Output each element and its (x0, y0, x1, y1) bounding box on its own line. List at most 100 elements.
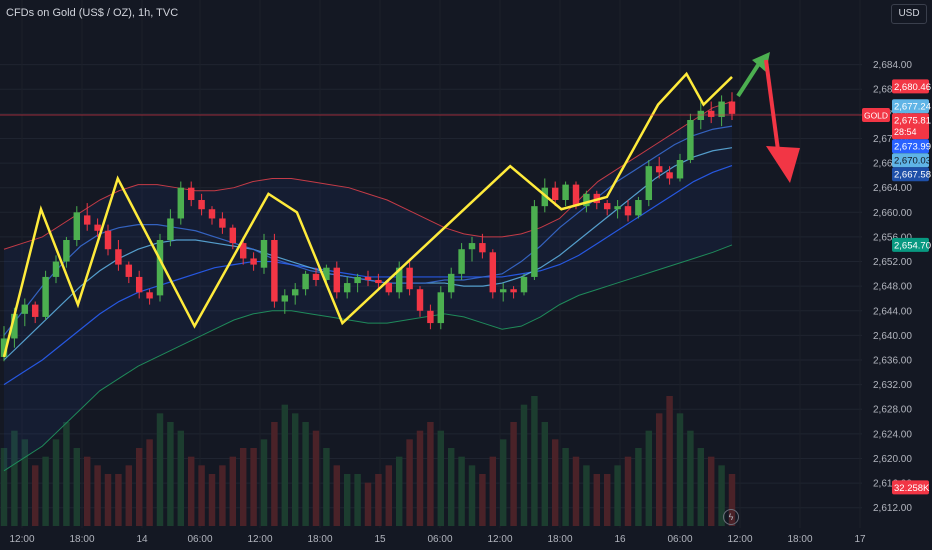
candle-body (354, 276, 361, 284)
volume-bar (437, 430, 445, 526)
volume-bar (375, 474, 382, 526)
candle-body (458, 249, 465, 274)
volume-bar (697, 448, 705, 526)
volume-bar (250, 448, 257, 526)
price-tick-label: 2,644.00 (873, 306, 912, 317)
candle-body (250, 258, 257, 265)
volume-bar (655, 413, 663, 526)
volume-bar (728, 474, 736, 526)
price-tick-label: 2,660.00 (873, 208, 912, 219)
zigzag-line (2, 71, 733, 358)
price-tag-bg (892, 79, 929, 94)
volume-bar (63, 422, 70, 526)
candle-body (0, 338, 8, 357)
volume-bar (541, 422, 549, 526)
volume-bar (395, 456, 403, 526)
candle-body (42, 276, 49, 317)
volume-bar (479, 474, 486, 526)
volume-bar (260, 439, 268, 526)
time-tick-label: 06:00 (187, 534, 212, 545)
volume-bar (406, 439, 413, 526)
time-tick-label: 16 (614, 534, 626, 545)
volume-bar (343, 474, 351, 526)
volume-bar (156, 413, 164, 526)
time-tick-label: 12:00 (247, 534, 272, 545)
candle-body (31, 304, 39, 317)
volume-bar (52, 439, 60, 526)
symbol-tag-bg (862, 108, 890, 123)
volume-bar (624, 456, 632, 526)
candle-body (219, 218, 226, 228)
volume-bar (229, 456, 237, 526)
price-tick-label: 2,684.00 (873, 60, 912, 71)
volume-bar (531, 396, 538, 526)
candle-body (551, 187, 559, 200)
volume-bar (354, 474, 361, 526)
candle-body (510, 289, 517, 293)
candle-body (479, 243, 486, 253)
volume-bar (125, 465, 133, 526)
time-tick-label: 12:00 (727, 534, 752, 545)
candle-body (156, 240, 164, 296)
candle-body (375, 280, 382, 284)
time-tick-label: 18:00 (787, 534, 812, 545)
volume-bar (687, 430, 694, 526)
price-tag-label: 2,667.58 (894, 170, 931, 181)
price-tick-label: 2,640.00 (873, 331, 912, 342)
time-tick-label: 18:00 (307, 534, 332, 545)
band-upper (3, 101, 733, 250)
volume-bar (135, 448, 143, 526)
volume-bar (676, 413, 684, 526)
volume-bar (510, 422, 517, 526)
time-tick-label: 06:00 (427, 534, 452, 545)
volume-bar (614, 465, 621, 526)
zigzag-pattern (2, 71, 733, 358)
price-tick-label: 2,628.00 (873, 405, 912, 416)
candle-body (167, 218, 174, 240)
candle-body (94, 224, 101, 231)
candle-body (83, 215, 91, 225)
volume-bar (707, 456, 715, 526)
price-tag-label: 2,680.46 (894, 82, 931, 93)
time-tick-label: 18:00 (547, 534, 572, 545)
arrow-down-shaft (764, 59, 780, 151)
candle-body (302, 273, 309, 290)
volume-bar (302, 422, 309, 526)
candle-body (406, 267, 413, 290)
time-tick-label: 15 (374, 534, 386, 545)
arrow-down-head (766, 146, 800, 183)
price-tag-bg (892, 237, 929, 252)
price-tag-label: 2,670.03 (894, 156, 931, 167)
candle-body (239, 243, 247, 259)
price-tick-label: 2,636.00 (873, 356, 912, 367)
candle-body (125, 264, 133, 277)
candle-body (499, 289, 507, 293)
currency-button[interactable]: USD (891, 4, 927, 24)
candle-body (73, 212, 81, 240)
volume-bar (281, 404, 289, 526)
candle-body (437, 292, 445, 324)
volume-bar (104, 474, 112, 526)
volume-bar (364, 482, 372, 526)
candle-body (531, 206, 538, 277)
price-tag-label: 2,675.81 (894, 116, 931, 127)
candle-body (281, 295, 289, 302)
candle-body (635, 200, 642, 216)
candle-body (728, 101, 736, 114)
time-axis[interactable]: 12:00 18:00 14 06:00 12:00 18:00 15 06:00 12:00 1… (9, 534, 866, 545)
volume-bar (11, 430, 18, 526)
volume-bar (447, 448, 455, 526)
candle-body (21, 304, 29, 314)
band-lower (3, 244, 733, 472)
time-tick-label: 18:00 (69, 534, 94, 545)
lightning-icon[interactable]: ϟ (723, 509, 739, 525)
symbol-title[interactable]: CFDs on Gold (US$ / OZ), 1h, TVC (6, 7, 179, 19)
volume-bar (21, 439, 29, 526)
volume-bar (458, 456, 465, 526)
candle-body (489, 252, 497, 293)
volume-bar (73, 448, 81, 526)
candle-body (323, 267, 330, 280)
candle-body (187, 187, 195, 200)
volume-bar (198, 465, 205, 526)
